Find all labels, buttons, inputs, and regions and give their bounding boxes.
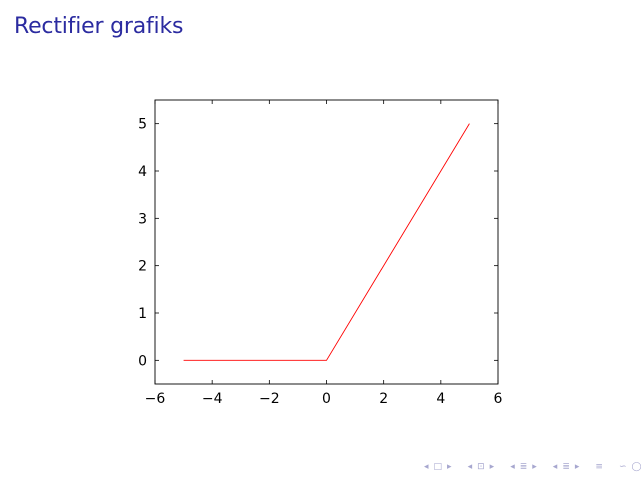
nav-search-icon[interactable]: ∽ — [618, 462, 627, 472]
nav-prev-section-icon[interactable]: ◂ — [510, 462, 515, 472]
nav-next-frame-icon[interactable]: ▸ — [489, 462, 495, 472]
plot-frame — [154, 99, 499, 385]
nav-align-icon[interactable]: ≡ — [595, 462, 603, 472]
x-tick-label: 2 — [379, 391, 388, 407]
nav-next-icon[interactable]: ▸ — [447, 462, 452, 472]
y-tick-label: 5 — [138, 117, 147, 133]
x-tick-label: −2 — [259, 391, 280, 407]
nav-next-section-icon[interactable]: ▸ — [532, 462, 537, 472]
x-tick-label: −6 — [145, 391, 166, 407]
y-tick-label: 4 — [138, 164, 147, 180]
nav-first-icon[interactable]: ◂ — [424, 462, 429, 472]
y-tick-label: 2 — [138, 259, 147, 275]
nav-prev-sub-icon[interactable]: ◂ — [552, 462, 558, 472]
nav-zoom-icon[interactable]: ◯ — [631, 462, 641, 472]
rectifier-line — [183, 123, 470, 361]
nav-box-icon[interactable]: □ — [433, 462, 443, 472]
y-tick-label: 3 — [138, 211, 147, 227]
y-tick-label: 0 — [138, 353, 147, 369]
nav-frame-icon[interactable]: ⊡ — [477, 462, 485, 472]
beamer-navigation: ◂□▸◂⊡▸◂≣▸◂≣▸≡∽◯∾ — [424, 461, 641, 473]
nav-next-sub-icon[interactable]: ▸ — [574, 462, 580, 472]
x-tick-label: 4 — [436, 391, 445, 407]
nav-sub-icon[interactable]: ≣ — [562, 462, 570, 472]
x-tick-label: 6 — [494, 391, 503, 407]
page-title: Rectifier grafiks — [14, 14, 184, 39]
x-tick-label: −4 — [202, 391, 223, 407]
y-tick-label: 1 — [138, 306, 147, 322]
x-tick-label: 0 — [322, 391, 331, 407]
nav-section-icon[interactable]: ≣ — [519, 462, 528, 472]
nav-prev-frame-icon[interactable]: ◂ — [467, 462, 473, 472]
